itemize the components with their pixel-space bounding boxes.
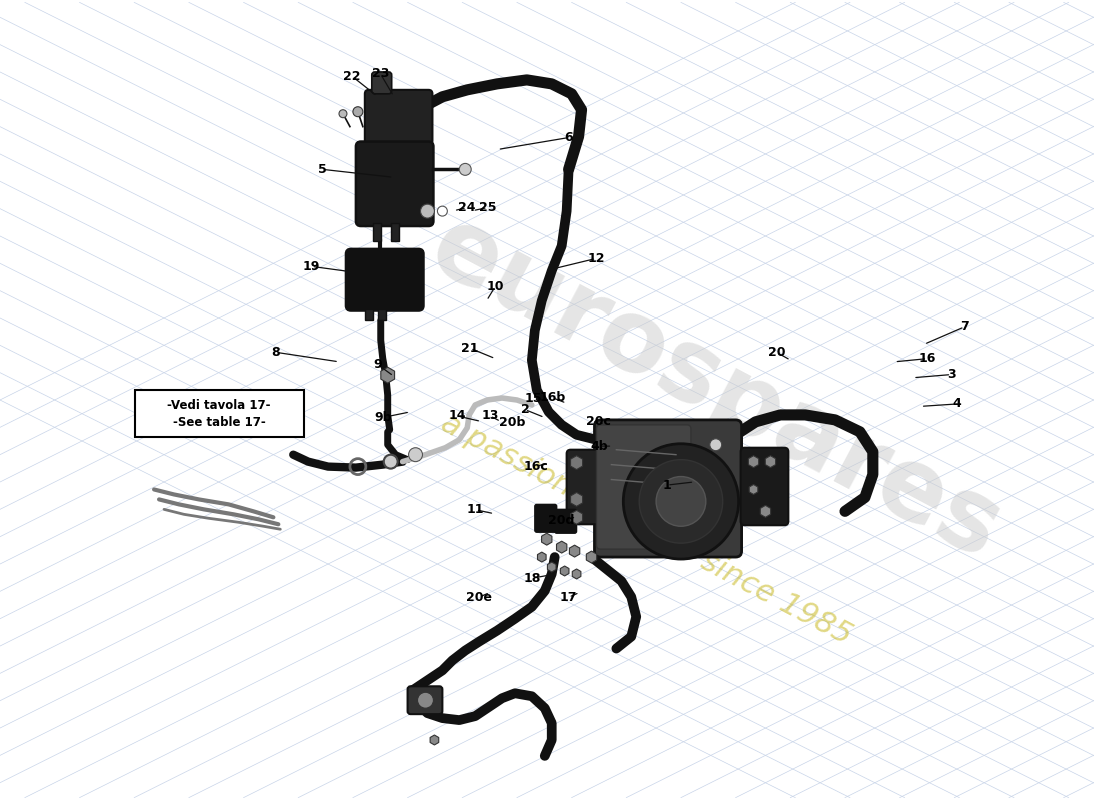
Text: 17: 17 <box>560 590 578 604</box>
Text: 19: 19 <box>302 260 320 273</box>
Text: 4: 4 <box>953 398 961 410</box>
Text: 16: 16 <box>918 352 936 365</box>
Text: a passion for parts since 1985: a passion for parts since 1985 <box>436 408 857 650</box>
Text: 16c: 16c <box>524 459 548 473</box>
Text: 20b: 20b <box>498 416 525 429</box>
FancyBboxPatch shape <box>535 504 557 532</box>
Text: eurospares: eurospares <box>414 199 1018 582</box>
Text: 2: 2 <box>520 403 529 416</box>
Circle shape <box>438 206 448 216</box>
FancyBboxPatch shape <box>134 390 304 437</box>
Text: 9b: 9b <box>374 411 392 424</box>
Text: 20e: 20e <box>466 590 492 604</box>
Text: 20: 20 <box>768 346 785 358</box>
Text: 14: 14 <box>449 410 465 422</box>
Circle shape <box>418 692 433 708</box>
Circle shape <box>339 110 346 118</box>
Text: 12: 12 <box>587 252 605 265</box>
Text: 23: 23 <box>372 67 389 81</box>
Text: 20d: 20d <box>548 514 574 527</box>
Text: -Vedi tavola 17-: -Vedi tavola 17- <box>167 399 271 412</box>
Circle shape <box>639 460 723 543</box>
Text: 22: 22 <box>343 70 361 83</box>
Text: 25: 25 <box>478 201 496 214</box>
Text: 10: 10 <box>486 280 504 293</box>
Text: 6: 6 <box>564 131 573 144</box>
Text: 13: 13 <box>481 410 498 422</box>
Circle shape <box>656 477 706 526</box>
FancyBboxPatch shape <box>594 420 741 557</box>
Circle shape <box>624 444 738 559</box>
Circle shape <box>408 448 422 462</box>
Circle shape <box>460 163 471 175</box>
Text: 9: 9 <box>373 358 382 370</box>
FancyBboxPatch shape <box>566 450 602 524</box>
FancyBboxPatch shape <box>372 72 392 94</box>
Circle shape <box>384 454 397 469</box>
FancyBboxPatch shape <box>596 425 691 549</box>
Text: 24: 24 <box>459 201 475 214</box>
Text: 3: 3 <box>947 368 956 381</box>
FancyBboxPatch shape <box>390 223 398 241</box>
FancyBboxPatch shape <box>373 223 381 241</box>
Text: 11: 11 <box>466 503 484 516</box>
Circle shape <box>420 204 434 218</box>
Circle shape <box>353 106 363 117</box>
Text: 5: 5 <box>318 163 327 176</box>
Circle shape <box>710 438 722 450</box>
Text: 18: 18 <box>524 572 541 585</box>
FancyBboxPatch shape <box>377 309 386 321</box>
Text: 8: 8 <box>272 346 279 358</box>
FancyBboxPatch shape <box>740 448 789 526</box>
FancyBboxPatch shape <box>345 249 424 310</box>
Text: 16b: 16b <box>539 391 565 404</box>
Text: 15: 15 <box>525 392 542 405</box>
Text: -See table 17-: -See table 17- <box>173 416 265 430</box>
Text: 4b: 4b <box>591 440 608 453</box>
Text: 20c: 20c <box>585 415 611 428</box>
FancyBboxPatch shape <box>554 510 576 534</box>
FancyBboxPatch shape <box>365 309 373 321</box>
FancyBboxPatch shape <box>365 90 432 145</box>
Text: 1: 1 <box>662 478 671 491</box>
FancyBboxPatch shape <box>408 686 442 714</box>
FancyBboxPatch shape <box>356 142 433 226</box>
Text: 21: 21 <box>462 342 478 355</box>
Text: 7: 7 <box>960 320 969 334</box>
